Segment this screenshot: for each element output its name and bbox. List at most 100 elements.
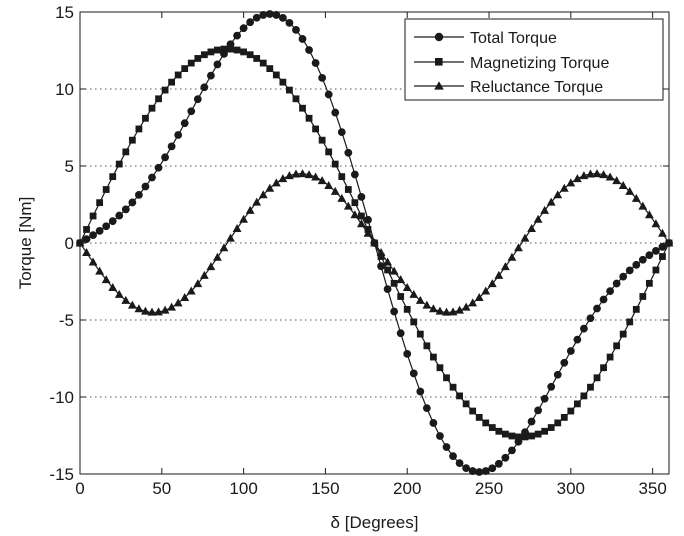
magnetizing-torque-point bbox=[384, 266, 391, 274]
magnetizing-torque-series bbox=[76, 45, 673, 441]
reluctance-torque-point bbox=[625, 186, 635, 195]
reluctance-torque-point bbox=[448, 307, 458, 316]
total-torque-point bbox=[259, 11, 268, 19]
total-torque-point bbox=[540, 394, 549, 403]
magnetizing-torque-point bbox=[233, 46, 241, 54]
reluctance-torque-point bbox=[507, 252, 517, 261]
total-torque-point bbox=[409, 369, 418, 378]
reluctance-torque-point bbox=[383, 257, 392, 266]
total-torque-point bbox=[161, 153, 169, 162]
total-torque-point bbox=[200, 83, 209, 92]
magnetizing-torque-point bbox=[148, 104, 156, 112]
total-torque-point bbox=[350, 170, 359, 179]
total-torque-point bbox=[638, 255, 647, 264]
total-torque-point bbox=[292, 25, 300, 34]
total-torque-point bbox=[527, 417, 536, 426]
magnetizing-torque-point bbox=[181, 65, 189, 72]
reluctance-torque-point bbox=[186, 286, 196, 295]
total-torque-point bbox=[560, 358, 569, 367]
magnetizing-torque-point bbox=[246, 51, 254, 59]
total-torque-point bbox=[573, 335, 582, 344]
magnetizing-torque-point bbox=[377, 253, 385, 260]
reluctance-torque-point bbox=[285, 171, 294, 180]
magnetizing-torque-point bbox=[495, 427, 503, 435]
magnetizing-torque-point bbox=[560, 414, 568, 421]
reluctance-torque-point bbox=[468, 298, 478, 307]
x-tick-label: 50 bbox=[152, 479, 171, 498]
reluctance-torque-point bbox=[311, 172, 320, 181]
magnetizing-torque-point bbox=[521, 433, 529, 441]
magnetizing-torque-point bbox=[515, 433, 522, 441]
magnetizing-torque-point bbox=[214, 46, 221, 54]
total-torque-point bbox=[337, 128, 346, 136]
reluctance-torque-point bbox=[520, 233, 530, 242]
magnetizing-torque-point bbox=[652, 266, 660, 274]
magnetizing-torque-point bbox=[508, 432, 516, 440]
magnetizing-torque-point bbox=[331, 160, 339, 168]
total-torque-point bbox=[180, 119, 189, 128]
total-torque-point bbox=[141, 182, 150, 191]
magnetizing-torque-point bbox=[155, 95, 162, 103]
magnetizing-torque-point bbox=[174, 71, 182, 79]
total-torque-point bbox=[652, 247, 660, 255]
reluctance-torque-point bbox=[291, 169, 301, 178]
magnetizing-torque-point bbox=[253, 55, 261, 62]
magnetizing-torque-point bbox=[102, 186, 110, 193]
magnetizing-torque-point bbox=[488, 424, 496, 431]
reluctance-torque-point bbox=[481, 286, 491, 295]
reluctance-torque-point bbox=[455, 305, 464, 314]
total-torque-point bbox=[481, 467, 490, 475]
reluctance-torque-point bbox=[442, 307, 451, 316]
reluctance-torque-point bbox=[514, 243, 523, 252]
total-torque-point bbox=[193, 95, 202, 104]
magnetizing-torque-point bbox=[286, 86, 293, 94]
magnetizing-torque-point bbox=[541, 427, 549, 435]
magnetizing-torque-point bbox=[109, 173, 117, 181]
total-torque-point bbox=[416, 387, 425, 396]
magnetizing-torque-point bbox=[390, 279, 398, 287]
reluctance-torque-point bbox=[350, 210, 360, 219]
reluctance-torque-point bbox=[101, 275, 111, 284]
total-torque-point bbox=[508, 446, 516, 455]
magnetizing-torque-point bbox=[587, 383, 594, 391]
reluctance-torque-point bbox=[258, 190, 268, 199]
total-torque-point bbox=[468, 467, 477, 475]
reluctance-torque-point bbox=[206, 262, 216, 271]
reluctance-torque-point bbox=[487, 279, 497, 288]
reluctance-torque-point bbox=[553, 190, 563, 199]
x-tick-labels: 0 50 100 150 200 250 300 350 bbox=[75, 479, 667, 498]
reluctance-torque-point bbox=[343, 201, 353, 210]
total-torque-point bbox=[239, 24, 248, 33]
magnetizing-torque-point bbox=[266, 65, 274, 72]
reluctance-torque-point bbox=[317, 176, 327, 185]
reluctance-torque-point bbox=[213, 252, 222, 261]
reluctance-torque-point bbox=[527, 223, 536, 232]
total-torque-point bbox=[612, 279, 621, 288]
magnetizing-torque-point bbox=[580, 392, 588, 400]
total-torque-point bbox=[619, 272, 628, 281]
legend: Total Torque Magnetizing Torque Reluctan… bbox=[404, 18, 664, 101]
reluctance-torque-point bbox=[396, 275, 406, 284]
x-tick-label: 0 bbox=[75, 479, 84, 498]
reluctance-torque-point bbox=[370, 238, 379, 247]
reluctance-torque-point bbox=[599, 170, 608, 179]
magnetizing-torque-point bbox=[600, 364, 607, 372]
magnetizing-torque-point bbox=[397, 293, 405, 300]
magnetizing-torque-point bbox=[606, 353, 614, 361]
reluctance-torque-point bbox=[193, 279, 203, 288]
total-torque-point bbox=[298, 35, 307, 43]
y-tick-label: 0 bbox=[65, 234, 74, 253]
magnetizing-torque-point bbox=[416, 330, 424, 338]
reluctance-torque-point bbox=[546, 197, 556, 206]
reluctance-torque-point bbox=[127, 300, 137, 309]
magnetizing-torque-point bbox=[200, 51, 208, 59]
reluctance-torque-point bbox=[435, 306, 445, 315]
total-torque-point bbox=[364, 215, 372, 224]
x-tick-label: 100 bbox=[229, 479, 257, 498]
total-torque-point bbox=[377, 262, 385, 271]
legend-marker-magnetizing bbox=[435, 58, 443, 66]
x-tick-label: 150 bbox=[311, 479, 339, 498]
reluctance-torque-point bbox=[572, 174, 582, 183]
reluctance-torque-point bbox=[298, 169, 307, 178]
total-torque-point bbox=[553, 370, 562, 379]
